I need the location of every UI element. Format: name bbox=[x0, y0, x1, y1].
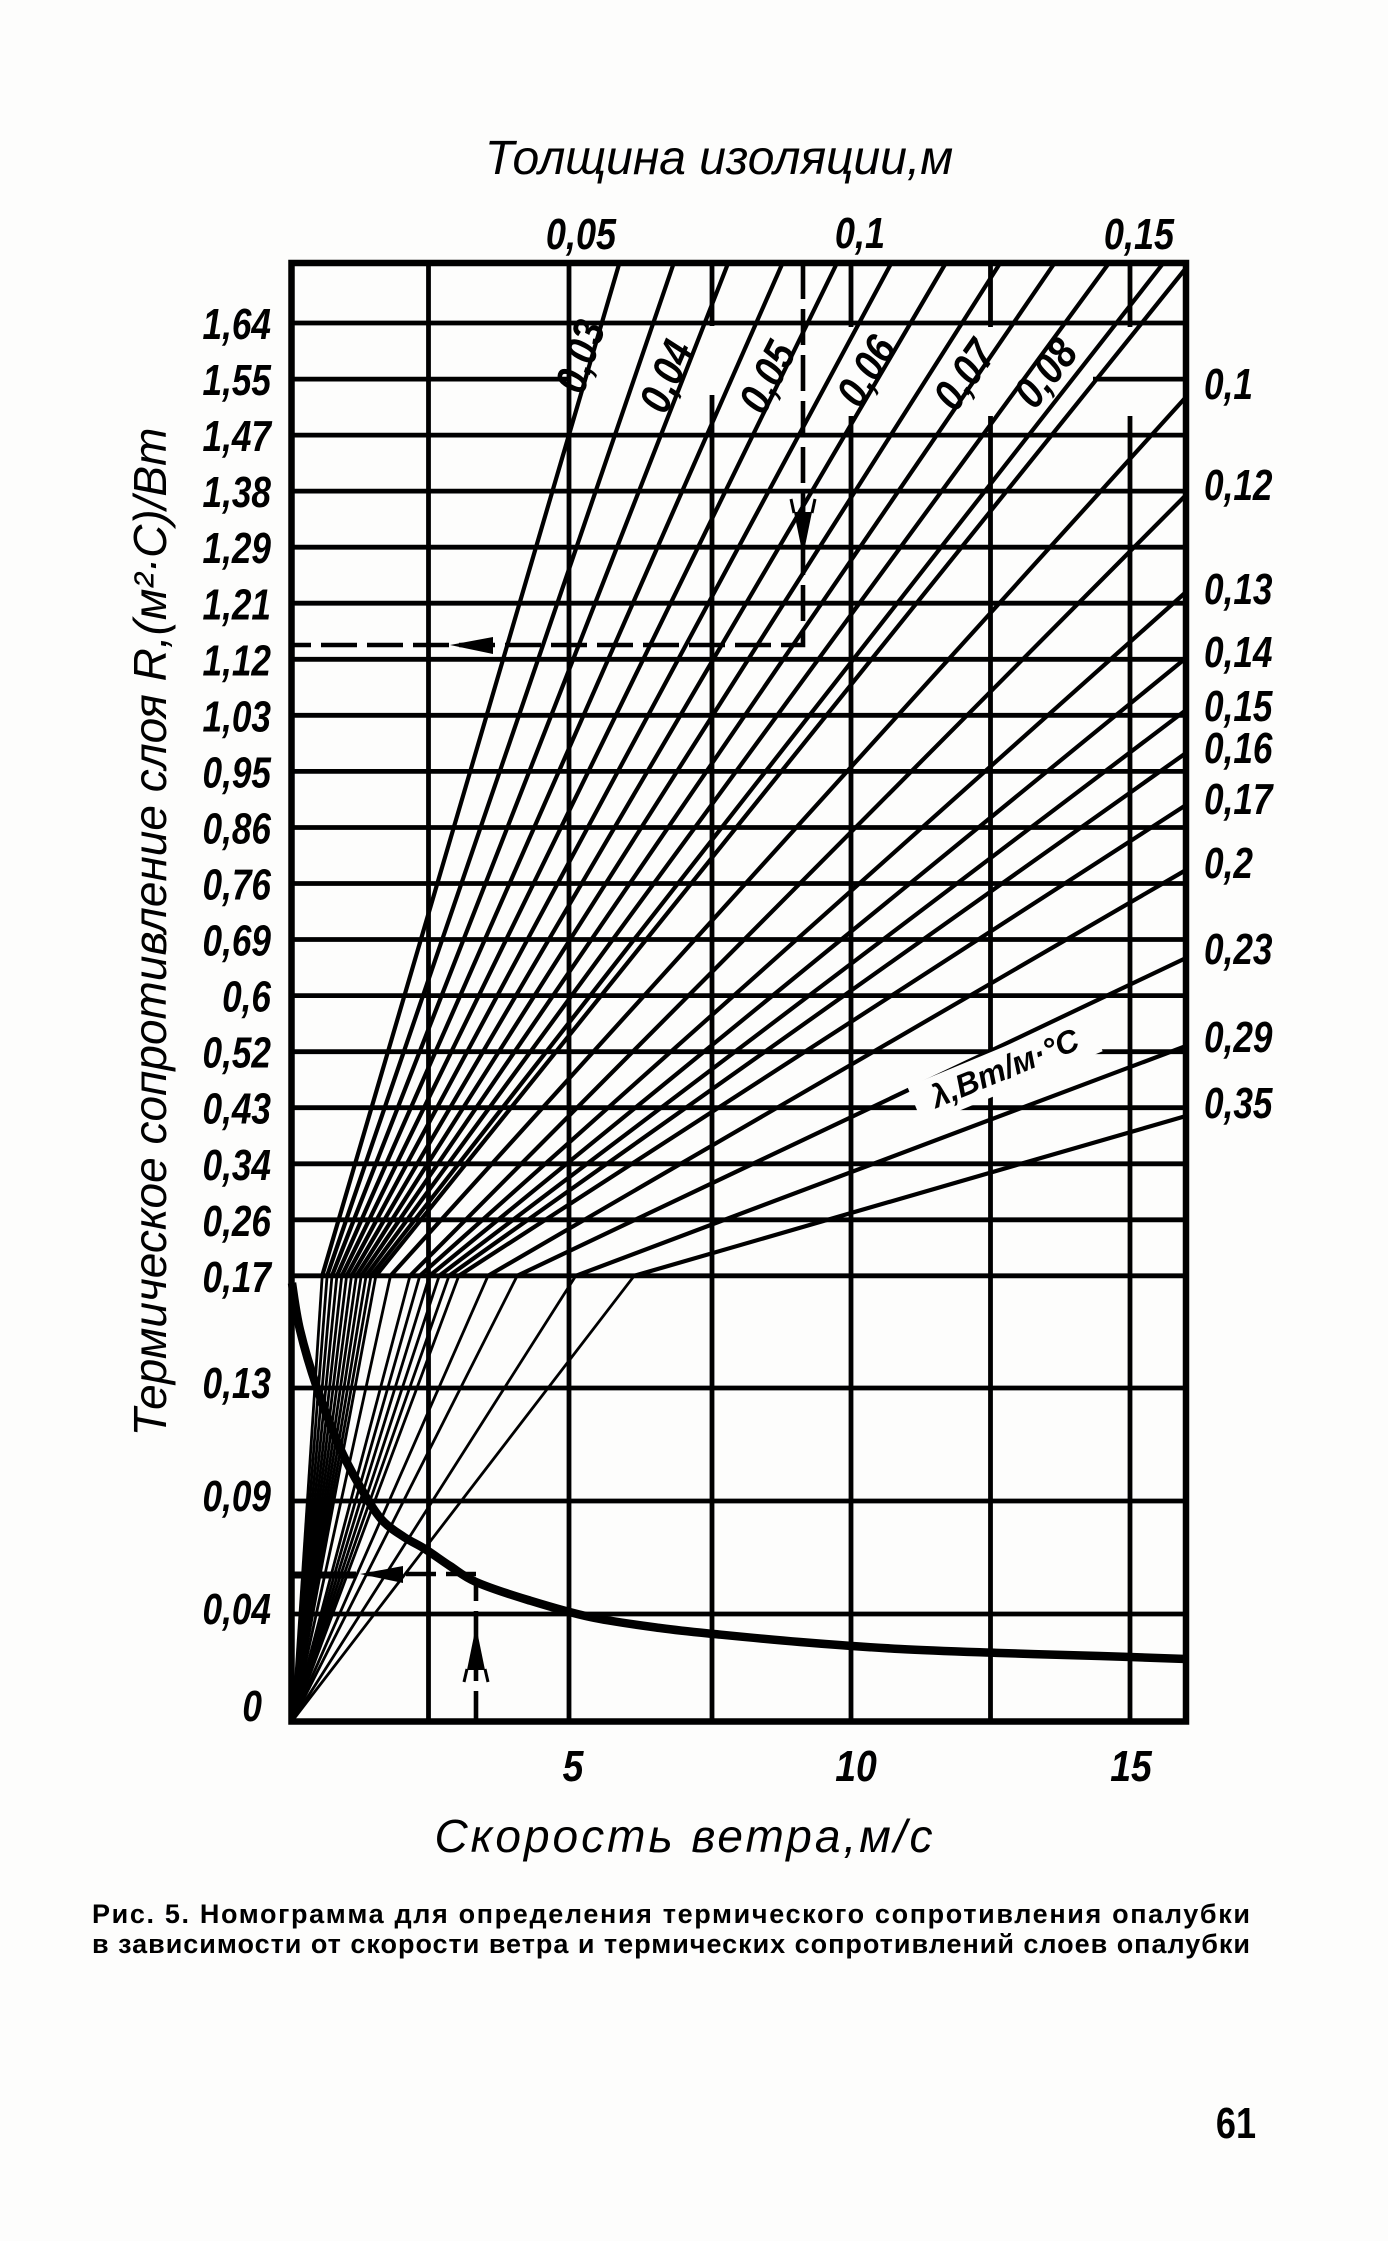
svg-text:61: 61 bbox=[1216, 2099, 1256, 2148]
svg-text:0,16: 0,16 bbox=[1204, 724, 1273, 773]
svg-text:1,38: 1,38 bbox=[203, 468, 272, 517]
svg-text:0,52: 0,52 bbox=[203, 1029, 271, 1078]
svg-text:0,35: 0,35 bbox=[1204, 1079, 1273, 1128]
svg-text:0,15: 0,15 bbox=[1204, 682, 1273, 731]
svg-text:Толщина изоляции,м: Толщина изоляции,м bbox=[485, 132, 953, 185]
svg-text:0,1: 0,1 bbox=[835, 209, 885, 258]
svg-text:0,34: 0,34 bbox=[203, 1141, 271, 1190]
svg-text:0,13: 0,13 bbox=[203, 1359, 271, 1408]
svg-text:1,21: 1,21 bbox=[203, 581, 271, 630]
svg-text:10: 10 bbox=[835, 1741, 877, 1791]
svg-text:0,13: 0,13 bbox=[1204, 565, 1272, 614]
svg-text:1,29: 1,29 bbox=[203, 525, 271, 574]
svg-text:Скорость ветра,м/с: Скорость ветра,м/с bbox=[434, 1810, 935, 1862]
svg-text:0,14: 0,14 bbox=[1204, 628, 1272, 677]
svg-text:1,55: 1,55 bbox=[203, 356, 272, 405]
svg-text:15: 15 bbox=[1110, 1741, 1153, 1791]
svg-text:0,05: 0,05 bbox=[546, 210, 617, 259]
svg-text:0,29: 0,29 bbox=[1204, 1013, 1272, 1062]
svg-text:Термическое сопротивление слоя: Термическое сопротивление слоя R,(м²·С)/… bbox=[124, 428, 176, 1437]
svg-text:0,04: 0,04 bbox=[203, 1585, 271, 1634]
svg-text:0,12: 0,12 bbox=[1204, 461, 1272, 510]
svg-text:0,2: 0,2 bbox=[1204, 839, 1253, 888]
svg-text:0,1: 0,1 bbox=[1204, 360, 1253, 409]
svg-text:0,15: 0,15 bbox=[1104, 210, 1175, 259]
svg-text:1,47: 1,47 bbox=[203, 412, 273, 461]
svg-text:1,12: 1,12 bbox=[203, 637, 271, 686]
svg-text:0,86: 0,86 bbox=[203, 805, 272, 854]
svg-text:5: 5 bbox=[563, 1741, 585, 1791]
svg-text:0: 0 bbox=[242, 1682, 262, 1731]
svg-text:0,23: 0,23 bbox=[1204, 925, 1272, 974]
svg-text:0,26: 0,26 bbox=[203, 1197, 272, 1246]
svg-text:0,17: 0,17 bbox=[203, 1253, 273, 1302]
svg-text:1,64: 1,64 bbox=[203, 300, 271, 349]
svg-text:Рис. 5. Номограмма для определ: Рис. 5. Номограмма для определения терми… bbox=[92, 1899, 1250, 1929]
svg-text:0,6: 0,6 bbox=[222, 973, 272, 1022]
svg-text:1,03: 1,03 bbox=[203, 693, 271, 742]
svg-text:0,17: 0,17 bbox=[1204, 775, 1274, 824]
svg-text:0,09: 0,09 bbox=[203, 1472, 271, 1521]
svg-text:в зависимости от скорости ветр: в зависимости от скорости ветра и термич… bbox=[92, 1929, 1250, 1959]
svg-text:0,95: 0,95 bbox=[203, 749, 272, 798]
svg-text:0,69: 0,69 bbox=[203, 917, 271, 966]
svg-text:0,43: 0,43 bbox=[203, 1085, 271, 1134]
svg-text:0,76: 0,76 bbox=[203, 861, 272, 910]
